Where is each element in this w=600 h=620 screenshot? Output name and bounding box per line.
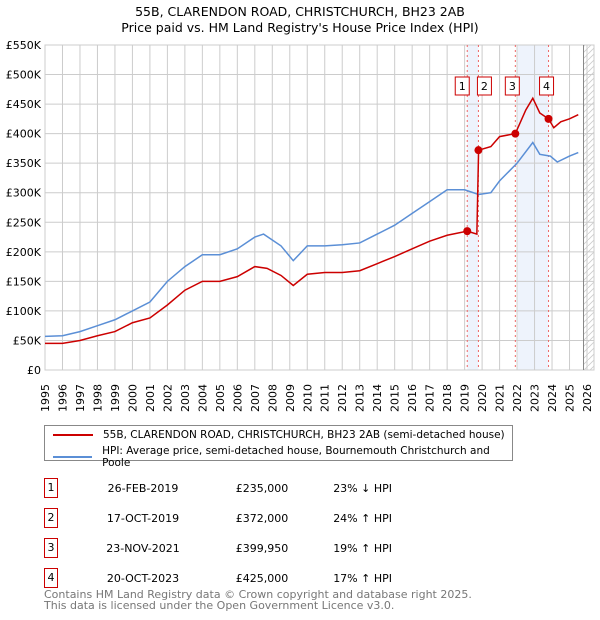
sale-label: 1 bbox=[459, 80, 466, 93]
sale-row: 2 17-OCT-2019 £372,000 24% ↑ HPI bbox=[44, 503, 392, 533]
x-tick-label: 2026 bbox=[581, 384, 594, 412]
y-tick-label: £200K bbox=[6, 246, 42, 259]
series-line bbox=[45, 96, 579, 345]
y-tick-label: £350K bbox=[6, 157, 42, 170]
sale-row: 4 20-OCT-2023 £425,000 17% ↑ HPI bbox=[44, 563, 392, 593]
red-line-swatch bbox=[53, 434, 93, 436]
footer-line2: This data is licensed under the Open Gov… bbox=[44, 599, 395, 612]
sale-point bbox=[463, 227, 472, 236]
sale-row: 1 26-FEB-2019 £235,000 23% ↓ HPI bbox=[44, 473, 392, 503]
x-tick-label: 1996 bbox=[56, 384, 69, 412]
sale-number: 1 bbox=[44, 478, 58, 498]
legend-label: HPI: Average price, semi-detached house,… bbox=[102, 445, 490, 469]
sale-price: £425,000 bbox=[235, 571, 289, 585]
x-tick-label: 2023 bbox=[529, 384, 542, 412]
x-tick-label: 1998 bbox=[91, 384, 104, 412]
x-tick-label: 2016 bbox=[406, 384, 419, 412]
x-tick-label: 2008 bbox=[266, 384, 279, 412]
blue-line-swatch bbox=[53, 456, 93, 458]
x-tick-label: 1999 bbox=[109, 384, 122, 412]
sale-label: 3 bbox=[509, 80, 516, 93]
sale-hpi-diff: 23% ↓ HPI bbox=[333, 481, 392, 495]
sale-row: 3 23-NOV-2021 £399,950 19% ↑ HPI bbox=[44, 533, 392, 563]
y-tick-label: £100K bbox=[6, 305, 42, 318]
y-tick-label: £450K bbox=[6, 98, 42, 111]
x-tick-label: 2002 bbox=[161, 384, 174, 412]
x-tick-label: 2020 bbox=[476, 384, 489, 412]
sale-band bbox=[467, 45, 479, 370]
y-tick-label: £550K bbox=[6, 39, 42, 52]
sale-hpi-diff: 17% ↑ HPI bbox=[333, 571, 392, 585]
legend-item-hpi: HPI: Average price, semi-detached house,… bbox=[53, 445, 512, 469]
footer: Contains HM Land Registry data © Crown c… bbox=[44, 589, 472, 611]
sale-date: 17-OCT-2019 bbox=[106, 511, 180, 525]
sale-price: £399,950 bbox=[235, 541, 289, 555]
sales-table: 1 26-FEB-2019 £235,000 23% ↓ HPI 2 17-OCT-201… bbox=[44, 473, 392, 593]
sale-date: 23-NOV-2021 bbox=[106, 541, 180, 555]
x-tick-label: 1995 bbox=[39, 384, 52, 412]
sale-price: £235,000 bbox=[235, 481, 289, 495]
plot-border bbox=[44, 44, 595, 371]
sale-number: 2 bbox=[44, 508, 58, 528]
x-tick-label: 2018 bbox=[441, 384, 454, 412]
sale-date: 26-FEB-2019 bbox=[107, 481, 179, 495]
x-tick-label: 2006 bbox=[231, 384, 244, 412]
sale-label-box bbox=[504, 76, 520, 96]
sale-date: 20-OCT-2023 bbox=[106, 571, 180, 585]
sale-number: 4 bbox=[44, 568, 58, 588]
sale-hpi-diff: 19% ↑ HPI bbox=[333, 541, 392, 555]
chart-title: 55B, CLARENDON ROAD, CHRISTCHURCH, BH23 … bbox=[0, 4, 600, 36]
x-tick-label: 2005 bbox=[214, 384, 227, 412]
x-tick-label: 2025 bbox=[564, 384, 577, 412]
x-tick-label: 2011 bbox=[319, 384, 332, 412]
x-tick-label: 2024 bbox=[546, 384, 559, 412]
y-tick-label: £500K bbox=[6, 69, 42, 82]
x-tick-label: 2022 bbox=[511, 384, 524, 412]
y-tick-label: £250K bbox=[6, 216, 42, 229]
sale-label-box bbox=[476, 76, 492, 96]
x-tick-label: 2007 bbox=[249, 384, 262, 412]
sale-label: 4 bbox=[543, 80, 550, 93]
y-tick-label: £400K bbox=[6, 128, 42, 141]
legend: 55B, CLARENDON ROAD, CHRISTCHURCH, BH23 … bbox=[44, 425, 513, 469]
legend-label: 55B, CLARENDON ROAD, CHRISTCHURCH, BH23 … bbox=[103, 429, 505, 441]
x-tick-label: 2017 bbox=[424, 384, 437, 412]
x-tick-label: 2021 bbox=[494, 384, 507, 412]
sale-point bbox=[474, 146, 483, 155]
x-tick-label: 2003 bbox=[179, 384, 192, 412]
x-tick-label: 2001 bbox=[144, 384, 157, 412]
y-tick-label: £300K bbox=[6, 187, 42, 200]
sale-point bbox=[511, 129, 520, 138]
x-tick-label: 2015 bbox=[389, 384, 402, 412]
series-line bbox=[44, 141, 579, 338]
x-tick-label: 2004 bbox=[196, 384, 209, 412]
sale-number: 3 bbox=[44, 538, 58, 558]
footer-line1: Contains HM Land Registry data © Crown c… bbox=[44, 588, 472, 601]
sale-hpi-diff: 24% ↑ HPI bbox=[333, 511, 392, 525]
y-tick-label: £150K bbox=[6, 275, 42, 288]
future-hatch bbox=[583, 45, 594, 370]
price-chart: 1995 1996 1997 1998 1999 2000 2001 2002 2003 2004… bbox=[6, 39, 595, 412]
y-tick-label: £0 bbox=[27, 364, 41, 377]
sale-label-box bbox=[454, 76, 470, 96]
title-line2: Price paid vs. HM Land Registry's House … bbox=[121, 20, 479, 35]
x-tick-label: 2014 bbox=[371, 384, 384, 412]
x-tick-label: 2010 bbox=[301, 384, 314, 412]
x-tick-label: 2000 bbox=[126, 384, 139, 412]
x-tick-label: 2019 bbox=[459, 384, 472, 412]
legend-item-property: 55B, CLARENDON ROAD, CHRISTCHURCH, BH23 … bbox=[53, 429, 505, 441]
x-tick-label: 2012 bbox=[336, 384, 349, 412]
sale-point bbox=[544, 114, 553, 123]
x-tick-label: 1997 bbox=[74, 384, 87, 412]
sale-label-box bbox=[539, 76, 555, 96]
sale-price: £372,000 bbox=[235, 511, 289, 525]
y-tick-label: £50K bbox=[13, 334, 42, 347]
sale-label: 2 bbox=[481, 80, 488, 93]
title-line1: 55B, CLARENDON ROAD, CHRISTCHURCH, BH23 … bbox=[135, 4, 465, 19]
x-tick-label: 2009 bbox=[284, 384, 297, 412]
x-tick-label: 2013 bbox=[354, 384, 367, 412]
